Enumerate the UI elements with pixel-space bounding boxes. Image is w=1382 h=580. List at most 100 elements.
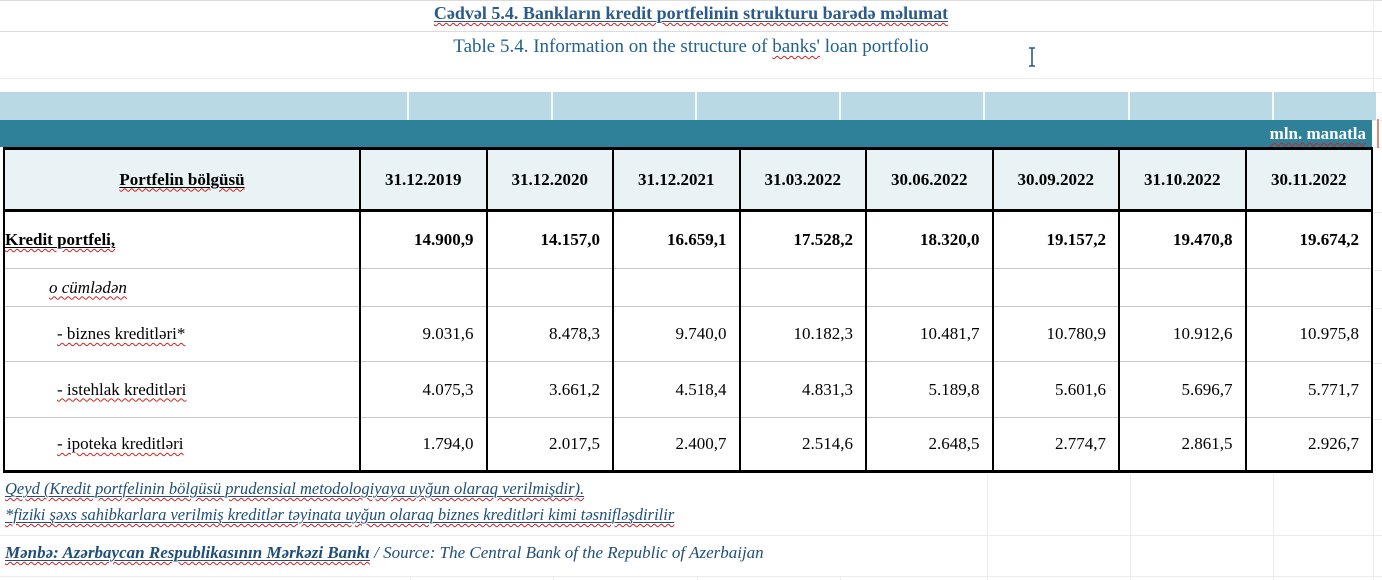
loan-portfolio-table: Portfelin bölgüsü 31.12.2019 31.12.2020 … [3,147,1373,473]
value-cell: 4.831,3 [738,361,866,418]
gridline [553,576,554,580]
gridline [1374,419,1382,420]
value-cell: 9.740,0 [612,306,740,362]
footnotes: Qeyd (Kredit portfelinin bölgüsü prudens… [5,476,1005,528]
text-cursor-icon [1029,47,1035,67]
gridline [0,31,1382,32]
gridline [1374,363,1382,364]
row-label: - biznes kreditləri* [3,306,360,362]
column-header-date: 31.12.2021 [612,148,740,212]
band-cell-separator [839,92,841,120]
row-label: Kredit portfeli, [3,210,360,269]
value-cell: 16.659,1 [612,210,740,269]
column-header-date: 30.11.2022 [1244,148,1372,212]
gridline [0,576,1382,577]
value-cell [865,268,993,307]
value-cell: 5.189,8 [865,361,993,418]
value-cell: 3.661,2 [485,361,613,418]
gridline [987,474,988,576]
page-break-line [1377,119,1379,148]
value-cell: 14.157,0 [485,210,613,269]
gridline [0,78,1382,79]
band-cell-separator [1272,92,1274,120]
gridline [0,0,1382,1]
value-cell: 10.182,3 [738,306,866,362]
row-label: - ipoteka kreditləri [3,417,360,472]
value-cell: 9.031,6 [359,306,487,362]
value-cell [359,268,487,307]
column-header-portfolio: Portfelin bölgüsü [3,148,360,212]
value-cell: 14.900,9 [359,210,487,269]
page-title-en: Table 5.4. Information on the structure … [453,36,929,57]
table-row-total: Kredit portfeli, 14.900,9 14.157,0 16.65… [3,210,1372,269]
column-header-date: 30.09.2022 [991,148,1119,212]
header-row: Portfelin bölgüsü 31.12.2019 31.12.2020 … [3,148,1372,212]
value-cell [991,268,1119,307]
value-cell: 19.157,2 [991,210,1119,269]
value-cell: 18.320,0 [865,210,993,269]
band-cell-separator [983,92,985,120]
gridline [1374,212,1382,213]
column-header-date: 31.10.2022 [1118,148,1246,212]
table-row-subheader: o cümlədən [3,268,1372,307]
value-cell: 10.481,7 [865,306,993,362]
gridline [1374,270,1382,271]
value-cell: 10.975,8 [1244,306,1372,362]
gridline [987,576,988,580]
value-cell: 5.601,6 [991,361,1119,418]
gridline [1373,473,1374,580]
unit-band: mln. manatla [0,120,1372,147]
column-header-date: 30.06.2022 [865,148,993,212]
gridline [1130,576,1131,580]
value-cell: 4.518,4 [612,361,740,418]
source-az: Mənbə: Azərbaycan Respublikasının Mərkəz… [5,543,370,562]
band-cell-separator [551,92,553,120]
gridline [410,576,411,580]
source-en: / Source: The Central Bank of the Republ… [369,543,764,562]
value-cell [738,268,866,307]
value-cell: 2.017,5 [485,417,613,472]
value-cell [1244,268,1372,307]
value-cell: 4.075,3 [359,361,487,418]
gridline [1373,0,1374,92]
gridline [1374,308,1382,309]
gridline [1273,576,1274,580]
row-label: o cümlədən [3,268,360,307]
note-line-2: *fiziki şəxs sahibkarlara verilmiş kredi… [5,505,675,524]
gridline [1372,92,1382,93]
value-cell [612,268,740,307]
value-cell: 8.478,3 [485,306,613,362]
value-cell: 2.648,5 [865,417,993,472]
table-row: - istehlak kreditləri 4.075,3 3.661,2 4.… [3,361,1372,418]
column-header-date: 31.03.2022 [738,148,866,212]
value-cell: 5.696,7 [1118,361,1246,418]
band-cell-separator [1128,92,1130,120]
gridline [1273,474,1274,576]
gridline [840,576,841,580]
column-header-date: 31.12.2020 [485,148,613,212]
value-cell: 2.774,7 [991,417,1119,472]
value-cell: 2.400,7 [612,417,740,472]
column-header-date: 31.12.2019 [359,148,487,212]
value-cell: 19.674,2 [1244,210,1372,269]
gridline [1130,474,1131,576]
value-cell: 5.771,7 [1244,361,1372,418]
source-line: Mənbə: Azərbaycan Respublikasının Mərkəz… [5,543,1375,563]
value-cell: 1.794,0 [359,417,487,472]
value-cell: 10.912,6 [1118,306,1246,362]
value-cell: 19.470,8 [1118,210,1246,269]
value-cell [1118,268,1246,307]
gridline [697,576,698,580]
table-row: - ipoteka kreditləri 1.794,0 2.017,5 2.4… [3,417,1372,472]
row-label: - istehlak kreditləri [3,361,360,418]
band-cell-separator [695,92,697,120]
value-cell: 10.780,9 [991,306,1119,362]
value-cell: 2.861,5 [1118,417,1246,472]
band-cell-separator [407,92,409,120]
value-cell [485,268,613,307]
light-blue-band [0,92,1376,120]
gridline [0,535,1382,536]
table-row: - biznes kreditləri* 9.031,6 8.478,3 9.7… [3,306,1372,362]
value-cell: 2.926,7 [1244,417,1372,472]
note-line-1: Qeyd (Kredit portfelinin bölgüsü prudens… [5,479,585,498]
